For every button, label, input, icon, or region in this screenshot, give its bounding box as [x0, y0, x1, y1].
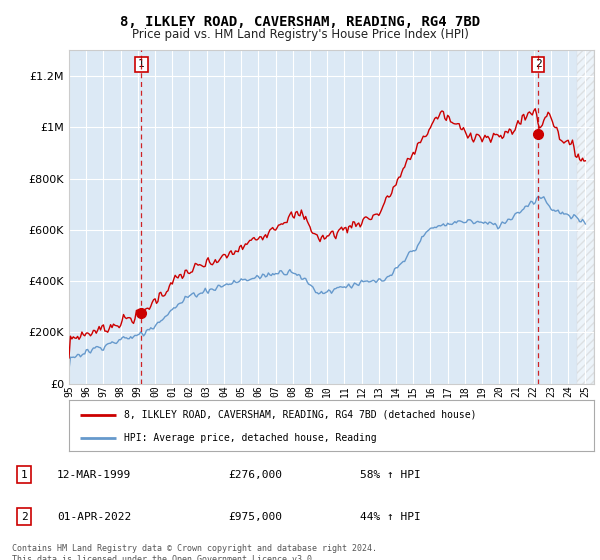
- Text: 2: 2: [20, 512, 28, 521]
- Text: 1: 1: [20, 470, 28, 479]
- Text: 8, ILKLEY ROAD, CAVERSHAM, READING, RG4 7BD: 8, ILKLEY ROAD, CAVERSHAM, READING, RG4 …: [120, 15, 480, 29]
- Text: HPI: Average price, detached house, Reading: HPI: Average price, detached house, Read…: [124, 433, 377, 443]
- Text: 1: 1: [138, 59, 145, 69]
- Text: £975,000: £975,000: [228, 512, 282, 521]
- Text: 01-APR-2022: 01-APR-2022: [57, 512, 131, 521]
- Text: 58% ↑ HPI: 58% ↑ HPI: [360, 470, 421, 479]
- Text: 44% ↑ HPI: 44% ↑ HPI: [360, 512, 421, 521]
- Text: 8, ILKLEY ROAD, CAVERSHAM, READING, RG4 7BD (detached house): 8, ILKLEY ROAD, CAVERSHAM, READING, RG4 …: [124, 409, 476, 419]
- Text: Contains HM Land Registry data © Crown copyright and database right 2024.
This d: Contains HM Land Registry data © Crown c…: [12, 544, 377, 560]
- Text: 2: 2: [535, 59, 541, 69]
- Text: Price paid vs. HM Land Registry's House Price Index (HPI): Price paid vs. HM Land Registry's House …: [131, 28, 469, 41]
- Text: £276,000: £276,000: [228, 470, 282, 479]
- Text: 12-MAR-1999: 12-MAR-1999: [57, 470, 131, 479]
